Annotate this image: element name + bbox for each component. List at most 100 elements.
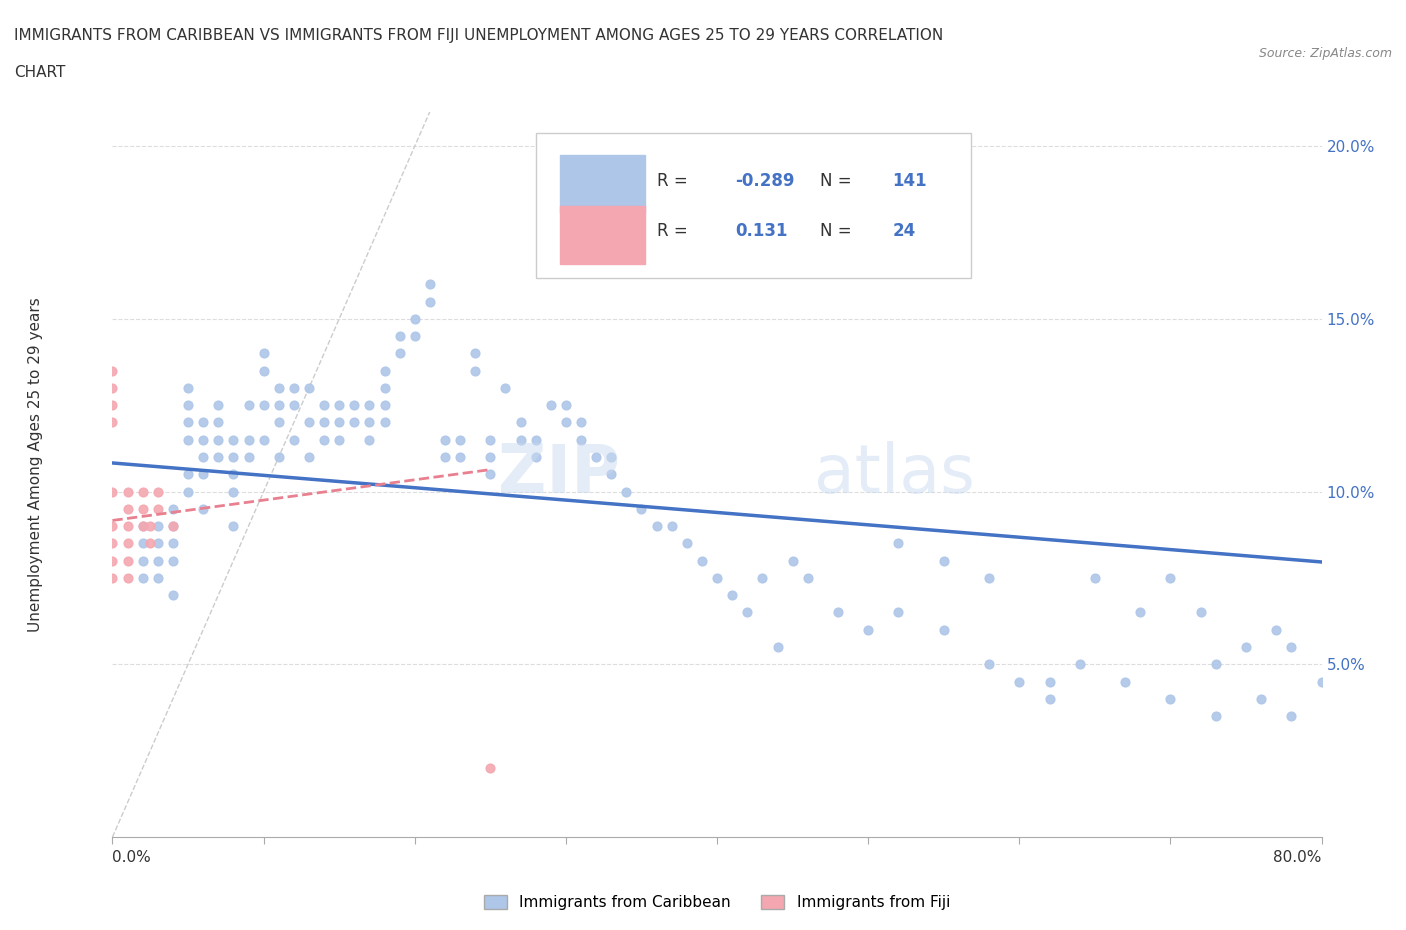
Point [554, 398, 576, 413]
Point [932, 553, 955, 568]
Text: 0.131: 0.131 [735, 222, 787, 240]
Point [977, 657, 1000, 671]
Point [1069, 657, 1091, 671]
Point [132, 553, 155, 568]
Point [419, 294, 441, 309]
Point [267, 415, 290, 430]
Point [207, 415, 229, 430]
Text: atlas: atlas [814, 442, 974, 507]
Point [177, 380, 200, 395]
Point [359, 398, 381, 413]
Text: R =: R = [657, 222, 688, 240]
Point [207, 449, 229, 464]
Point [509, 432, 531, 447]
Point [146, 485, 169, 499]
Point [464, 364, 486, 379]
Point [1279, 709, 1302, 724]
Point [343, 398, 366, 413]
Point [887, 605, 910, 620]
Point [238, 449, 260, 464]
Point [524, 449, 547, 464]
Point [139, 519, 162, 534]
Point [524, 432, 547, 447]
Point [1310, 674, 1333, 689]
Point [191, 449, 214, 464]
Point [298, 449, 321, 464]
Text: 80.0%: 80.0% [1274, 850, 1322, 865]
Point [1189, 605, 1212, 620]
Point [177, 415, 200, 430]
Point [177, 432, 200, 447]
Point [101, 415, 124, 430]
Point [132, 501, 155, 516]
Point [222, 467, 245, 482]
Point [433, 449, 456, 464]
FancyBboxPatch shape [560, 206, 644, 264]
Point [117, 536, 139, 551]
Point [1205, 657, 1227, 671]
Point [1250, 691, 1272, 706]
Text: R =: R = [657, 171, 688, 190]
Point [616, 485, 638, 499]
Point [132, 570, 155, 585]
Point [495, 380, 517, 395]
Point [479, 432, 502, 447]
Point [146, 536, 169, 551]
Point [1038, 674, 1062, 689]
Point [479, 449, 502, 464]
Legend: Immigrants from Caribbean, Immigrants from Fiji: Immigrants from Caribbean, Immigrants fr… [478, 889, 956, 916]
Point [146, 553, 169, 568]
Text: 0.0%: 0.0% [112, 850, 152, 865]
Point [887, 536, 910, 551]
Text: 24: 24 [893, 222, 915, 240]
Point [554, 415, 576, 430]
Point [146, 519, 169, 534]
Point [374, 364, 396, 379]
Text: N =: N = [820, 222, 852, 240]
Point [253, 432, 276, 447]
Point [222, 432, 245, 447]
Point [328, 398, 350, 413]
Point [222, 519, 245, 534]
Point [314, 415, 336, 430]
Point [645, 519, 668, 534]
Point [1084, 570, 1107, 585]
Point [117, 519, 139, 534]
Point [977, 570, 1000, 585]
Point [222, 485, 245, 499]
Point [117, 501, 139, 516]
Text: IMMIGRANTS FROM CARIBBEAN VS IMMIGRANTS FROM FIJI UNEMPLOYMENT AMONG AGES 25 TO : IMMIGRANTS FROM CARIBBEAN VS IMMIGRANTS … [14, 28, 943, 43]
Point [1129, 605, 1152, 620]
Point [1340, 691, 1362, 706]
Point [1400, 640, 1406, 655]
Point [433, 432, 456, 447]
Point [132, 519, 155, 534]
Point [267, 380, 290, 395]
Point [191, 467, 214, 482]
Point [540, 398, 562, 413]
Point [101, 485, 124, 499]
Point [177, 398, 200, 413]
Point [162, 519, 184, 534]
Point [419, 277, 441, 292]
Point [479, 761, 502, 776]
Point [139, 536, 162, 551]
Point [238, 398, 260, 413]
Point [796, 570, 818, 585]
Point [207, 432, 229, 447]
FancyBboxPatch shape [560, 155, 644, 213]
Point [101, 519, 124, 534]
Point [162, 501, 184, 516]
Point [191, 432, 214, 447]
Point [1371, 709, 1393, 724]
Point [932, 622, 955, 637]
Point [374, 398, 396, 413]
Point [479, 467, 502, 482]
Point [404, 312, 426, 326]
Point [117, 570, 139, 585]
Point [207, 398, 229, 413]
Point [509, 415, 531, 430]
Point [162, 588, 184, 603]
Point [283, 398, 305, 413]
Point [706, 570, 728, 585]
